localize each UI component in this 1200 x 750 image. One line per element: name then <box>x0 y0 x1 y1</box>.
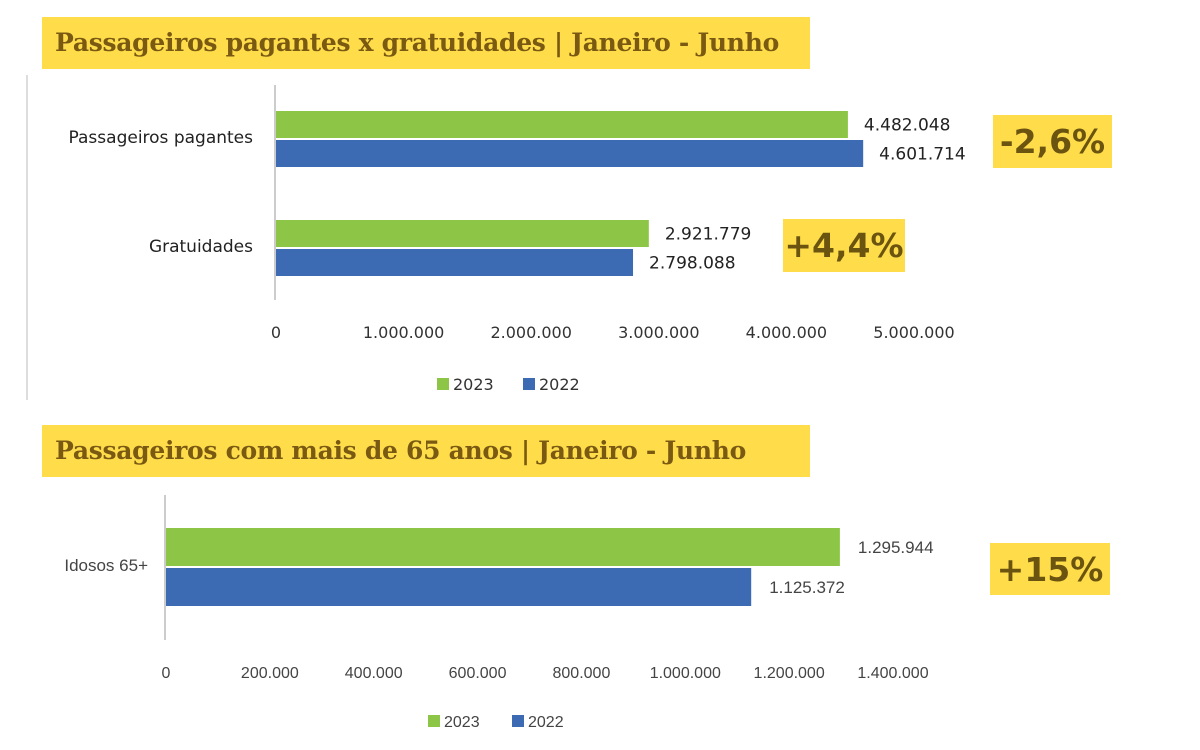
data-label-2022: 4.601.714 <box>879 145 966 165</box>
x-tick-label: 1.200.000 <box>754 665 825 682</box>
chart2: Idosos 65+ 1.295.944 1.125.372 0 200.000 400.… <box>64 495 934 731</box>
data-label-2023: 1.295.944 <box>858 538 934 557</box>
bar-2022 <box>166 568 752 606</box>
legend-label-2022: 2022 <box>539 375 580 394</box>
bar-2023 <box>276 111 848 138</box>
legend-label-2022: 2022 <box>528 714 564 731</box>
legend-swatch-2022 <box>523 378 535 390</box>
legend-label-2023: 2023 <box>453 375 494 394</box>
legend-label-2023: 2023 <box>444 714 480 731</box>
legend-swatch-2023 <box>428 715 440 727</box>
bar-2023 <box>276 220 649 247</box>
x-tick-label: 1.000.000 <box>650 665 721 682</box>
category-label: Gratuidades <box>149 237 253 257</box>
x-tick-label: 5.000.000 <box>873 323 954 342</box>
data-label-2023: 4.482.048 <box>864 116 951 136</box>
x-tick-label: 0 <box>271 323 281 342</box>
x-tick-label: 2.000.000 <box>490 323 571 342</box>
x-tick-label: 4.000.000 <box>746 323 827 342</box>
legend-swatch-2022 <box>512 715 524 727</box>
x-tick-label: 600.000 <box>449 665 507 682</box>
change-badge-idosos: +15% <box>990 543 1110 595</box>
change-badge-gratuidades: +4,4% <box>783 219 905 272</box>
change-badge-pagantes: -2,6% <box>993 115 1112 168</box>
x-tick-label: 0 <box>162 665 171 682</box>
bar-2022 <box>276 249 634 276</box>
chart1: Passageiros pagantes 4.482.048 4.601.714 Gr… <box>69 85 966 394</box>
data-label-2022: 1.125.372 <box>769 578 845 597</box>
data-label-2023: 2.921.779 <box>665 225 752 245</box>
bar-2023 <box>166 528 840 566</box>
x-tick-label: 400.000 <box>345 665 403 682</box>
category-label: Idosos 65+ <box>64 556 148 575</box>
x-tick-label: 800.000 <box>553 665 611 682</box>
x-tick-label: 200.000 <box>241 665 299 682</box>
x-tick-label: 1.400.000 <box>857 665 928 682</box>
category-label: Passageiros pagantes <box>69 128 254 148</box>
legend-swatch-2023 <box>437 378 449 390</box>
x-tick-label: 3.000.000 <box>618 323 699 342</box>
chart1-title: Passageiros pagantes x gratuidades | Jan… <box>42 17 810 69</box>
bar-2022 <box>276 140 864 167</box>
data-label-2022: 2.798.088 <box>649 254 736 274</box>
x-tick-label: 1.000.000 <box>363 323 444 342</box>
chart2-title: Passageiros com mais de 65 anos | Janeir… <box>42 425 810 477</box>
